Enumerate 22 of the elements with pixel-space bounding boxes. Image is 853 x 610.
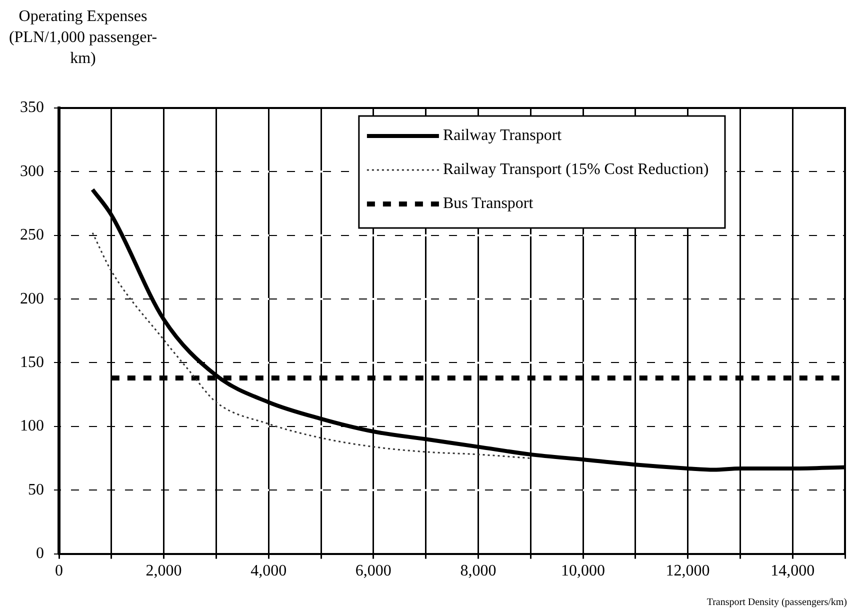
y-tick-label: 300 <box>20 162 44 180</box>
line-series <box>92 232 532 460</box>
y-tick-label: 150 <box>20 354 44 371</box>
y-tick-label: 250 <box>20 226 44 244</box>
y-tick-label: 0 <box>36 545 44 562</box>
x-tick-label: 0 <box>55 562 63 580</box>
x-tick-label: 10,000 <box>561 562 605 580</box>
x-tick-label: 4,000 <box>250 562 287 580</box>
y-axis-title: Operating Expenses (PLN/1,000 passenger-km) <box>8 7 158 69</box>
x-tick-label: 8,000 <box>460 562 496 580</box>
y-tick-label: 100 <box>20 418 44 435</box>
y-tick-label: 200 <box>20 290 44 308</box>
x-tick-label: 6,000 <box>355 562 392 580</box>
x-tick-label: 14,000 <box>770 562 815 580</box>
legend-label: Railway Transport <box>442 127 562 144</box>
legend-label: Bus Transport <box>442 195 534 212</box>
y-tick-label: 50 <box>28 481 44 498</box>
x-tick-label: 12,000 <box>666 562 710 580</box>
y-tick-label: 350 <box>20 99 44 116</box>
legend-label: Railway Transport (15% Cost Reduction) <box>442 161 709 178</box>
x-tick-label: 2,000 <box>146 562 182 580</box>
x-axis-title: Transport Density (passengers/km) <box>706 597 847 608</box>
